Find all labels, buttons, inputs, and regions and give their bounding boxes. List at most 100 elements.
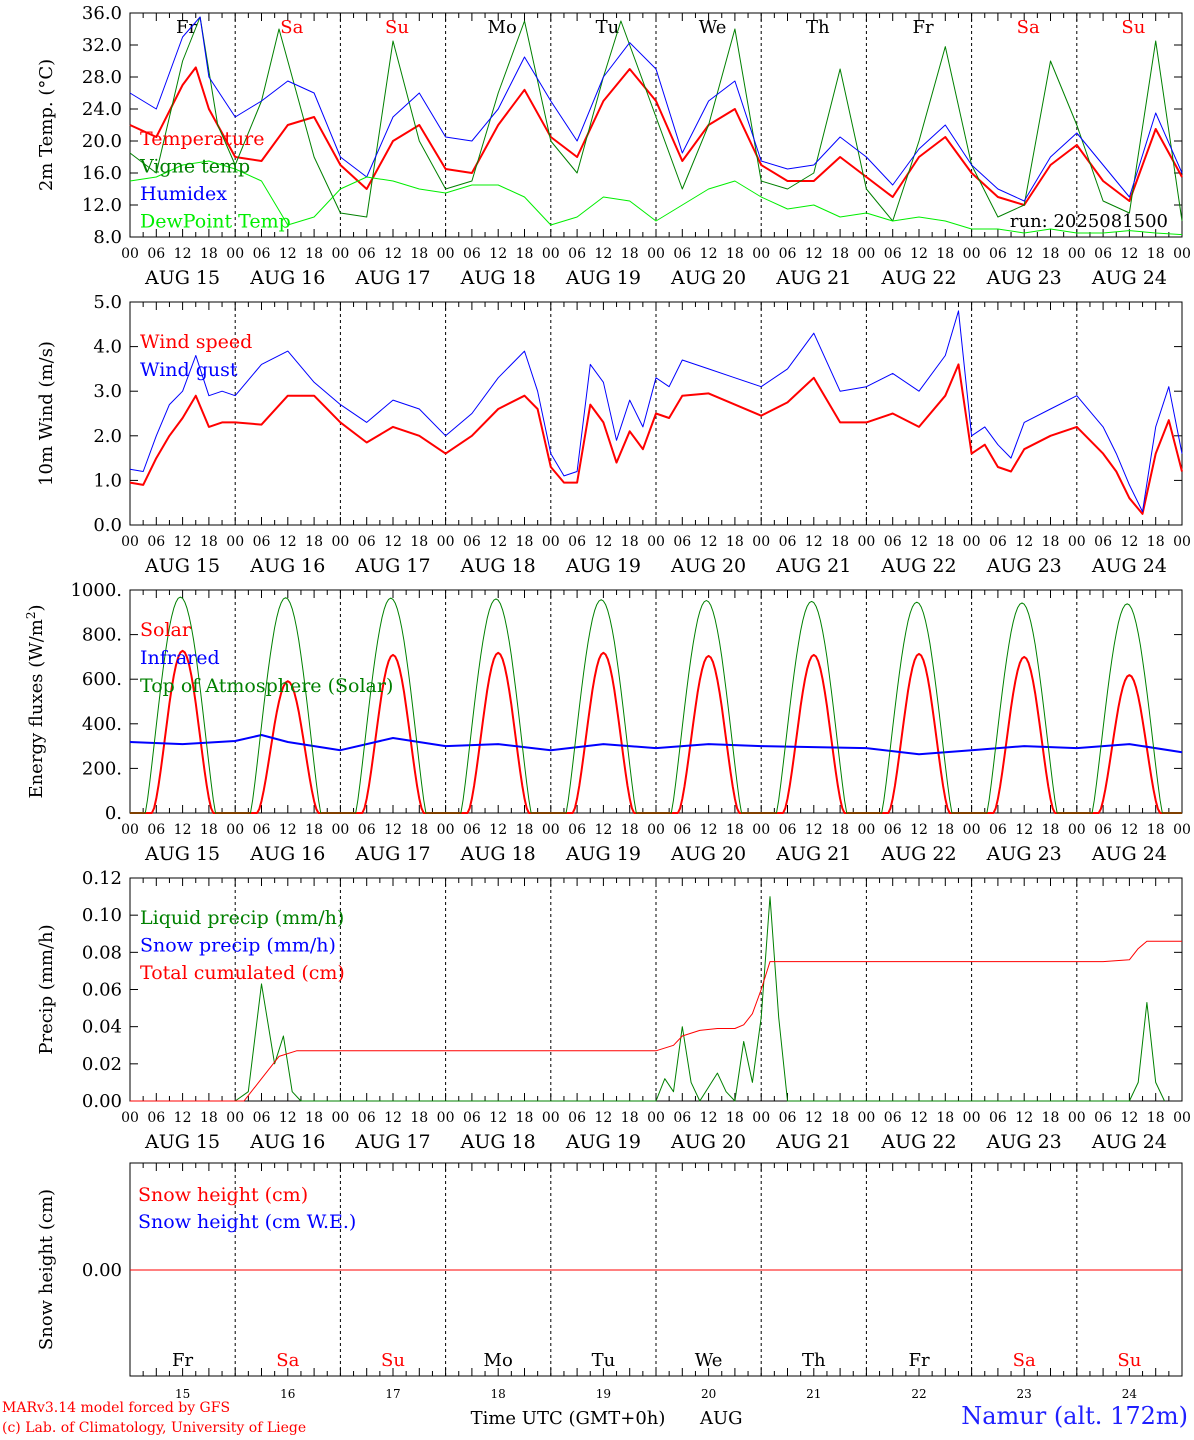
hour-label: 12 [594, 822, 612, 838]
date-label: AUG 19 [565, 1131, 641, 1153]
station-label: Namur (alt. 172m) [961, 1402, 1188, 1430]
date-label: AUG 15 [144, 1131, 220, 1153]
y-tick-label: 0.06 [82, 980, 122, 1001]
y-axis-title: 10m Wind (m/s) [36, 341, 57, 486]
date-label: AUG 24 [1091, 267, 1167, 289]
hour-label: 06 [253, 246, 271, 262]
date-label: AUG 20 [670, 843, 746, 865]
hour-label: 12 [700, 246, 718, 262]
date-label: AUG 21 [775, 1131, 851, 1153]
weekday-label: Fr [176, 17, 197, 38]
hour-label: 18 [1042, 1110, 1060, 1126]
legend-item: Liquid precip (mm/h) [140, 907, 344, 929]
hour-label: 00 [331, 822, 349, 838]
day-number-label: 17 [385, 1387, 400, 1401]
y-tick-label: 0.02 [82, 1054, 122, 1075]
series-wind-speed [129, 363, 1183, 515]
y-tick-label: 600. [82, 669, 122, 690]
panel-frame [129, 589, 1183, 814]
date-label: AUG 21 [775, 267, 851, 289]
y-axis-title: Energy fluxes (W/m2) [24, 604, 47, 798]
hour-label: 12 [489, 822, 507, 838]
y-tick-label: 0.10 [82, 905, 122, 926]
panel-1: 8.0 12.0 16.0 20.0 24.0 28.0 32.0 36.0 2m Temp. … [36, 3, 1191, 289]
hour-label: 06 [779, 1110, 797, 1126]
weekday-label: Th [806, 17, 830, 38]
hour-label: 12 [279, 534, 297, 550]
date-label: AUG 19 [565, 843, 641, 865]
legend-item: Vigne temp [139, 156, 250, 178]
hour-label: 12 [384, 1110, 402, 1126]
y-tick-label: 16.0 [82, 163, 122, 184]
hour-label: 18 [200, 1110, 218, 1126]
date-label: AUG 15 [144, 843, 220, 865]
weekday-label: Sa [1017, 17, 1040, 38]
legend-item: Temperature [140, 128, 264, 150]
y-tick-label: 12.0 [82, 195, 122, 216]
model-credit: MARv3.14 model forced by GFS [2, 1400, 231, 1416]
hour-label: 18 [1147, 534, 1165, 550]
hour-label: 18 [831, 246, 849, 262]
hour-label: 18 [410, 1110, 428, 1126]
day-number-label: 24 [1122, 1387, 1138, 1401]
legend-item: DewPoint Temp [140, 211, 291, 233]
hour-label: 12 [279, 1110, 297, 1126]
hour-label: 00 [437, 246, 455, 262]
date-label: AUG 20 [670, 1131, 746, 1153]
y-tick-label: 5.0 [93, 292, 122, 313]
y-tick-label: 0.00 [82, 1260, 122, 1281]
hour-label: 12 [700, 822, 718, 838]
hour-label: 06 [568, 822, 586, 838]
series-dewpoint-temp [129, 160, 1183, 236]
date-label: AUG 19 [565, 267, 641, 289]
hour-label: 06 [568, 246, 586, 262]
day-number-label: 19 [596, 1387, 611, 1401]
hour-label: 18 [1042, 822, 1060, 838]
date-label: AUG 20 [670, 267, 746, 289]
hour-label: 00 [963, 822, 981, 838]
hour-label: 06 [463, 1110, 481, 1126]
hour-label: 12 [1015, 1110, 1033, 1126]
hour-label: 18 [621, 534, 639, 550]
hour-label: 18 [200, 534, 218, 550]
date-label: AUG 24 [1091, 1131, 1167, 1153]
day-number-label: 22 [911, 1387, 926, 1401]
hour-label: 12 [174, 246, 192, 262]
date-label: AUG 16 [249, 843, 325, 865]
panel-5: 0.00 Snow height (cm) [36, 1162, 1183, 1377]
hour-label: 12 [1015, 822, 1033, 838]
hour-label: 06 [568, 1110, 586, 1126]
hour-label: 00 [331, 1110, 349, 1126]
hour-label: 00 [647, 1110, 665, 1126]
series-temperature [129, 66, 1183, 206]
hour-label: 00 [121, 822, 139, 838]
hour-label: 06 [673, 822, 691, 838]
date-label: AUG 16 [249, 555, 325, 577]
hour-label: 12 [805, 534, 823, 550]
hour-label: 06 [358, 1110, 376, 1126]
y-tick-label: 36.0 [82, 3, 122, 24]
hour-label: 06 [989, 822, 1007, 838]
y-tick-label: 3.0 [93, 381, 122, 402]
weekday-label: Su [1117, 1350, 1141, 1371]
date-label: AUG 18 [460, 1131, 536, 1153]
y-tick-label: 20.0 [82, 131, 122, 152]
hour-label: 12 [279, 246, 297, 262]
day-number-label: 16 [280, 1387, 295, 1401]
series-liquid-precip-mm-h [234, 896, 1165, 1102]
hour-label: 00 [647, 822, 665, 838]
hour-label: 00 [1173, 822, 1191, 838]
series-vigne-temp [129, 16, 1183, 222]
y-axis-title: Precip (mm/h) [36, 924, 57, 1054]
hour-label: 06 [673, 1110, 691, 1126]
hour-label: 00 [331, 534, 349, 550]
legend-item: Solar [140, 619, 192, 641]
hour-label: 18 [621, 1110, 639, 1126]
hour-label: 18 [936, 246, 954, 262]
panel-3: 0. 200. 400. 600. 800. 1000. Energy fluxes (W/… [24, 580, 1191, 865]
date-label: AUG 22 [880, 1131, 956, 1153]
hour-label: 06 [779, 246, 797, 262]
y-tick-label: 8.0 [93, 227, 122, 248]
hour-label: 18 [410, 246, 428, 262]
hour-label: 18 [200, 822, 218, 838]
